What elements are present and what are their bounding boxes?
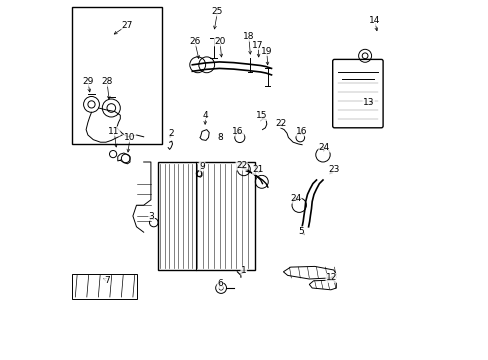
Circle shape	[362, 53, 367, 59]
Text: 21: 21	[252, 166, 264, 175]
Text: 20: 20	[214, 37, 225, 46]
Text: 23: 23	[327, 166, 339, 175]
Text: 24: 24	[289, 194, 301, 203]
Bar	[72, 7, 162, 144]
Text: 7: 7	[104, 276, 110, 284]
Text: 22: 22	[236, 161, 247, 170]
Text: 25: 25	[211, 7, 223, 16]
Text: 26: 26	[189, 37, 200, 46]
Text: 3: 3	[148, 212, 154, 220]
Text: 4: 4	[203, 111, 208, 120]
Text: 27: 27	[122, 21, 133, 30]
Text: 5: 5	[298, 227, 304, 236]
Text: 6: 6	[217, 279, 223, 288]
Bar	[158, 162, 255, 270]
Text: 8: 8	[217, 133, 223, 142]
Text: 2: 2	[167, 129, 173, 138]
Text: 16: 16	[232, 127, 244, 136]
Text: 11: 11	[108, 127, 120, 136]
Text: 1: 1	[241, 266, 246, 275]
Text: 17: 17	[252, 41, 264, 50]
Text: 22: 22	[275, 119, 286, 128]
Bar	[72, 274, 136, 299]
Text: 13: 13	[362, 98, 374, 107]
Circle shape	[219, 286, 223, 290]
Text: 28: 28	[101, 77, 112, 86]
Text: 24: 24	[318, 143, 329, 152]
Text: 18: 18	[243, 32, 254, 41]
Text: 9: 9	[199, 162, 204, 171]
Text: 15: 15	[256, 112, 267, 120]
Text: 10: 10	[124, 133, 136, 142]
Text: 16: 16	[295, 127, 306, 136]
Text: 12: 12	[325, 274, 337, 282]
Text: 19: 19	[261, 47, 272, 56]
Text: 14: 14	[368, 17, 380, 26]
Text: 29: 29	[82, 77, 93, 86]
